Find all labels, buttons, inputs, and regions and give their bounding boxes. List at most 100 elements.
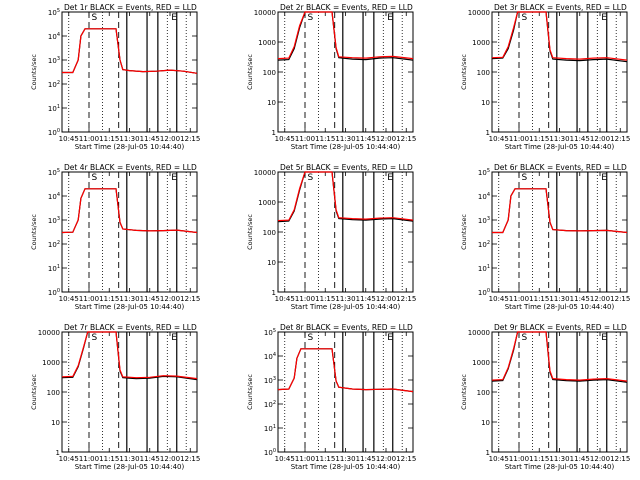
x-axis-label: Start Time (28-Jul-05 10:44:40) <box>505 463 615 471</box>
marker-letter: E <box>171 13 177 23</box>
x-axis-label: Start Time (28-Jul-05 10:44:40) <box>291 303 401 311</box>
y-tick-label: 102 <box>48 80 60 89</box>
y-tick-label: 103 <box>478 216 490 225</box>
x-tick-label: 11:30 <box>119 135 139 143</box>
lld-series-line <box>62 28 198 74</box>
x-tick-label: 11:30 <box>549 135 569 143</box>
y-axis-label: Counts/sec <box>30 214 38 250</box>
marker-letter: S <box>308 13 314 23</box>
x-tick-label: 11:00 <box>509 295 529 303</box>
x-tick-label: 10:45 <box>489 455 509 463</box>
x-tick-label: 10:45 <box>275 455 295 463</box>
x-axis-label: Start Time (28-Jul-05 10:44:40) <box>75 143 185 151</box>
lld-series-line <box>491 11 628 61</box>
x-axis-label: Start Time (28-Jul-05 10:44:40) <box>75 303 185 311</box>
y-tick-label: 1000 <box>472 359 490 367</box>
panel-4: S E 10:45 11:00 11:15 11:30 11:45 12:00 12:15 100… <box>30 163 200 311</box>
plot-frame <box>491 331 628 453</box>
lld-series-line <box>61 331 198 380</box>
lld-series-line <box>492 188 628 234</box>
x-tick-label: 11:15 <box>315 295 335 303</box>
x-tick-label: 12:00 <box>160 135 180 143</box>
marker-letter: E <box>171 333 177 343</box>
x-tick-label: 11:00 <box>295 455 315 463</box>
marker-letter: E <box>387 333 393 343</box>
panel-3: S E 10:45 11:00 11:15 11:30 11:45 12:00 12:15 1 10… <box>460 3 630 151</box>
x-tick-label: 11:30 <box>549 455 569 463</box>
plot-frame <box>277 171 414 293</box>
y-tick-label: 1000 <box>258 39 276 47</box>
y-tick-label: 101 <box>478 264 490 273</box>
chart-title: Det 5r BLACK = Events, RED = LLD <box>280 163 413 172</box>
y-tick-label: 102 <box>478 240 490 249</box>
y-tick-label: 1 <box>56 449 60 457</box>
x-tick-label: 10:45 <box>59 455 79 463</box>
y-tick-label: 10000 <box>254 169 276 177</box>
y-tick-label: 102 <box>264 400 276 409</box>
x-tick-label: 12:15 <box>396 295 416 303</box>
x-tick-label: 10:45 <box>275 135 295 143</box>
marker-letter: S <box>308 333 314 343</box>
marker-letter: S <box>522 13 528 23</box>
y-tick-label: 103 <box>48 56 60 65</box>
plot-frame <box>61 11 198 133</box>
x-tick-label: 12:15 <box>180 135 200 143</box>
x-tick-label: 11:45 <box>140 135 160 143</box>
y-tick-label: 100 <box>478 288 490 297</box>
y-tick-label: 100 <box>47 389 60 397</box>
x-tick-label: 12:00 <box>590 135 610 143</box>
plot-frame <box>491 11 628 133</box>
x-tick-label: 10:45 <box>489 295 509 303</box>
x-tick-label: 11:30 <box>119 455 139 463</box>
x-axis-label: Start Time (28-Jul-05 10:44:40) <box>505 143 615 151</box>
y-tick-label: 103 <box>48 216 60 225</box>
x-tick-label: 11:30 <box>335 295 355 303</box>
x-tick-label: 12:00 <box>160 455 180 463</box>
x-tick-label: 11:45 <box>356 135 376 143</box>
x-tick-label: 11:15 <box>99 455 119 463</box>
x-tick-label: 11:15 <box>99 135 119 143</box>
x-tick-label: 11:00 <box>295 295 315 303</box>
x-tick-label: 11:15 <box>315 135 335 143</box>
x-tick-label: 11:45 <box>570 295 590 303</box>
x-tick-label: 11:00 <box>509 455 529 463</box>
y-tick-label: 101 <box>48 104 60 113</box>
x-axis-label: Start Time (28-Jul-05 10:44:40) <box>291 463 401 471</box>
x-tick-label: 12:15 <box>180 455 200 463</box>
x-tick-label: 11:00 <box>509 135 529 143</box>
y-tick-label: 10000 <box>468 329 490 337</box>
y-tick-label: 102 <box>48 240 60 249</box>
y-tick-label: 105 <box>478 168 490 177</box>
lld-series-line <box>61 188 198 234</box>
panel-9: S E 10:45 11:00 11:15 11:30 11:45 12:00 12:15 1 10… <box>460 323 630 471</box>
y-tick-label: 103 <box>264 376 276 385</box>
marker-letter: E <box>601 333 607 343</box>
panel-7: S E 10:45 11:00 11:15 11:30 11:45 12:00 12:15 1 10… <box>30 323 200 471</box>
panel-8: S E 10:45 11:00 11:15 11:30 11:45 12:00 12:15 100… <box>246 323 416 471</box>
marker-letter: S <box>308 173 314 183</box>
y-tick-label: 1000 <box>42 359 60 367</box>
x-tick-label: 11:00 <box>295 135 315 143</box>
chart-title: Det 4r BLACK = Events, RED = LLD <box>64 163 197 172</box>
chart-title: Det 3r BLACK = Events, RED = LLD <box>494 3 627 12</box>
y-tick-label: 10000 <box>38 329 60 337</box>
y-axis-label: Counts/sec <box>246 374 254 410</box>
y-tick-label: 10 <box>481 99 490 107</box>
marker-letter: S <box>92 333 98 343</box>
marker-letter: E <box>171 173 177 183</box>
y-axis-label: Counts/sec <box>246 214 254 250</box>
x-axis-label: Start Time (28-Jul-05 10:44:40) <box>505 303 615 311</box>
x-tick-label: 11:00 <box>79 295 99 303</box>
y-tick-label: 100 <box>263 229 276 237</box>
panel-6: S E 10:45 11:00 11:15 11:30 11:45 12:00 12:15 100… <box>460 163 630 311</box>
y-tick-label: 1 <box>272 289 276 297</box>
y-axis-label: Counts/sec <box>460 214 468 250</box>
x-tick-label: 10:45 <box>59 295 79 303</box>
x-tick-label: 11:30 <box>335 135 355 143</box>
y-tick-label: 101 <box>264 424 276 433</box>
y-tick-label: 105 <box>48 168 60 177</box>
x-tick-label: 12:00 <box>376 455 396 463</box>
x-tick-label: 11:45 <box>140 455 160 463</box>
marker-letter: E <box>387 13 393 23</box>
y-tick-label: 105 <box>48 8 60 17</box>
